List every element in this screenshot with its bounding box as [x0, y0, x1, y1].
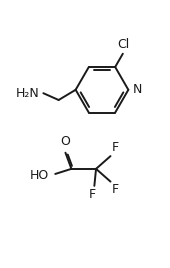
- Text: HO: HO: [30, 169, 49, 182]
- Text: F: F: [112, 183, 119, 196]
- Text: F: F: [89, 188, 96, 200]
- Text: Cl: Cl: [117, 38, 130, 51]
- Text: H₂N: H₂N: [16, 87, 40, 100]
- Text: F: F: [112, 142, 119, 154]
- Text: N: N: [133, 83, 142, 96]
- Text: O: O: [61, 135, 70, 148]
